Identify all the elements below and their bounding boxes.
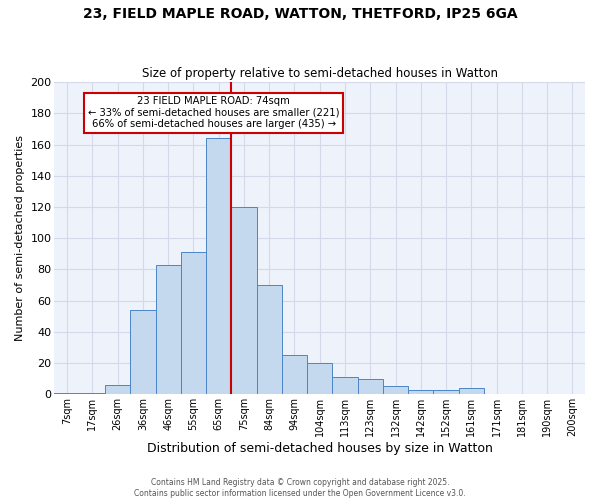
Text: Contains HM Land Registry data © Crown copyright and database right 2025.
Contai: Contains HM Land Registry data © Crown c… [134, 478, 466, 498]
Bar [307, 363, 332, 394]
Bar [206, 138, 232, 394]
Title: Size of property relative to semi-detached houses in Watton: Size of property relative to semi-detach… [142, 66, 498, 80]
Bar [55, 392, 80, 394]
Bar [181, 252, 206, 394]
Bar [458, 388, 484, 394]
Bar [433, 390, 458, 394]
Bar [257, 285, 282, 395]
Bar [232, 207, 257, 394]
Text: 23 FIELD MAPLE ROAD: 74sqm
← 33% of semi-detached houses are smaller (221)
66% o: 23 FIELD MAPLE ROAD: 74sqm ← 33% of semi… [88, 96, 340, 130]
Bar [80, 392, 105, 394]
Y-axis label: Number of semi-detached properties: Number of semi-detached properties [15, 135, 25, 341]
Bar [383, 386, 408, 394]
X-axis label: Distribution of semi-detached houses by size in Watton: Distribution of semi-detached houses by … [147, 442, 493, 455]
Bar [105, 385, 130, 394]
Text: 23, FIELD MAPLE ROAD, WATTON, THETFORD, IP25 6GA: 23, FIELD MAPLE ROAD, WATTON, THETFORD, … [83, 8, 517, 22]
Bar [130, 310, 155, 394]
Bar [332, 377, 358, 394]
Bar [155, 264, 181, 394]
Bar [358, 378, 383, 394]
Bar [408, 390, 433, 394]
Bar [282, 356, 307, 395]
